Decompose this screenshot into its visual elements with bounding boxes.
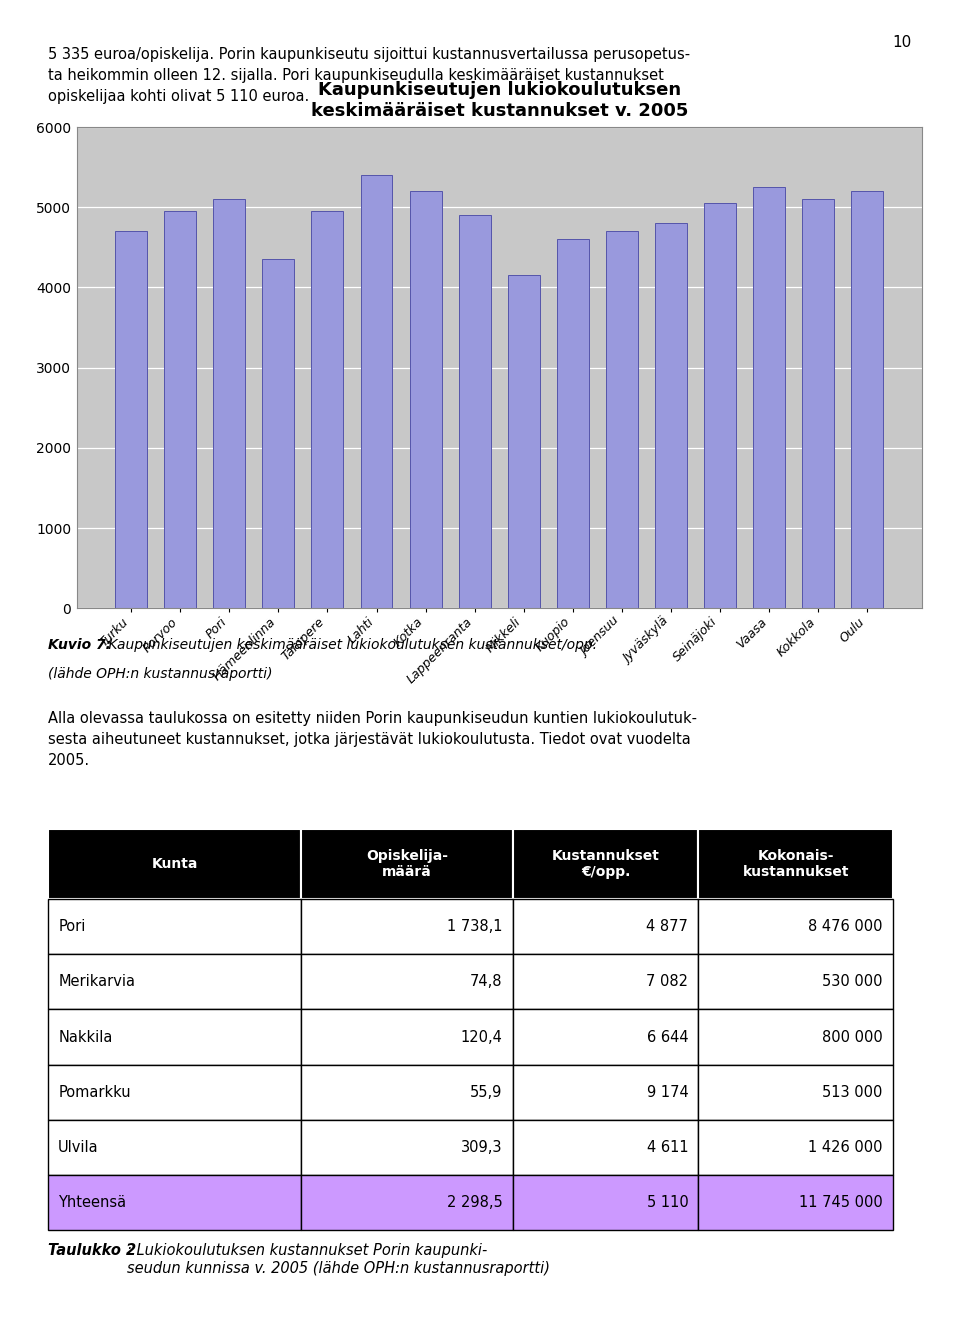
Text: 4 877: 4 877 [646,920,688,935]
Bar [513,1119,699,1175]
Text: 2 298,5: 2 298,5 [446,1195,502,1210]
Bar [301,1119,513,1175]
Bar [361,175,393,608]
Text: 6 644: 6 644 [647,1029,688,1044]
Bar [115,231,147,608]
Bar [48,1119,301,1175]
Text: Taulukko 2: Taulukko 2 [48,1243,136,1258]
Bar [699,955,893,1009]
Text: 10: 10 [893,35,912,49]
Bar [48,829,301,898]
Bar [704,203,736,608]
Text: 513 000: 513 000 [823,1084,882,1099]
Bar [699,1009,893,1064]
Bar [213,199,245,608]
Bar [301,829,513,898]
Text: : Lukiokoulutuksen kustannukset Porin kaupunki-
seudun kunnissa v. 2005 (lähde O: : Lukiokoulutuksen kustannukset Porin ka… [127,1243,550,1275]
Text: 5 110: 5 110 [647,1195,688,1210]
Text: Alla olevassa taulukossa on esitetty niiden Porin kaupunkiseudun kuntien lukioko: Alla olevassa taulukossa on esitetty nii… [48,711,697,769]
Bar [513,829,699,898]
Bar [48,1064,301,1120]
Bar [164,211,196,608]
Bar [699,1175,893,1230]
Bar [410,191,442,608]
Text: Yhteensä: Yhteensä [59,1195,127,1210]
Bar [48,1175,301,1230]
Bar [699,829,893,898]
Text: 7 082: 7 082 [646,975,688,989]
Text: Merikarvia: Merikarvia [59,975,135,989]
Text: 800 000: 800 000 [822,1029,882,1044]
Text: Ulvila: Ulvila [59,1140,99,1155]
Title: Kaupunkiseutujen lukiokoulutuksen
keskimääräiset kustannukset v. 2005: Kaupunkiseutujen lukiokoulutuksen keskim… [310,82,688,120]
Bar [301,898,513,955]
Text: (lähde OPH:n kustannusraportti): (lähde OPH:n kustannusraportti) [48,667,273,681]
Text: Kaupunkiseutujen keskimääräiset lukiokoulutuksen kustannukset/opp.: Kaupunkiseutujen keskimääräiset lukiokou… [104,638,597,651]
Bar [754,187,785,608]
Bar [262,259,295,608]
Text: 11 745 000: 11 745 000 [799,1195,882,1210]
Bar [459,215,491,608]
Text: 530 000: 530 000 [822,975,882,989]
Bar [301,955,513,1009]
Text: 55,9: 55,9 [470,1084,502,1099]
Bar [513,1009,699,1064]
Bar [301,1009,513,1064]
Bar [48,1009,301,1064]
Text: 74,8: 74,8 [470,975,502,989]
Text: Pomarkku: Pomarkku [59,1084,131,1099]
Bar [699,1119,893,1175]
Bar [301,1175,513,1230]
Text: 1 426 000: 1 426 000 [808,1140,882,1155]
Text: 120,4: 120,4 [461,1029,502,1044]
Text: 5 335 euroa/opiskelija. Porin kaupunkiseutu sijoittui kustannusvertailussa perus: 5 335 euroa/opiskelija. Porin kaupunkise… [48,47,690,104]
Bar [311,211,344,608]
Bar [513,898,699,955]
Text: Kokonais-
kustannukset: Kokonais- kustannukset [742,849,849,880]
Text: Kustannukset
€/opp.: Kustannukset €/opp. [552,849,660,880]
Bar [48,955,301,1009]
Text: 8 476 000: 8 476 000 [808,920,882,935]
Bar [513,1175,699,1230]
Text: 309,3: 309,3 [461,1140,502,1155]
Bar [699,1064,893,1120]
Bar [699,898,893,955]
Text: Kuvio 7:: Kuvio 7: [48,638,111,651]
Text: 9 174: 9 174 [647,1084,688,1099]
Text: Nakkila: Nakkila [59,1029,112,1044]
Bar [852,191,883,608]
Bar [301,1064,513,1120]
Bar [655,223,687,608]
Text: Opiskelija-
määrä: Opiskelija- määrä [366,849,448,880]
Bar [557,239,588,608]
Bar [513,1064,699,1120]
Text: 1 738,1: 1 738,1 [447,920,502,935]
Text: 4 611: 4 611 [647,1140,688,1155]
Bar [513,955,699,1009]
Bar [508,275,540,608]
Bar [803,199,834,608]
Bar [606,231,637,608]
Text: Pori: Pori [59,920,85,935]
Text: Kunta: Kunta [152,857,198,870]
Bar [48,898,301,955]
